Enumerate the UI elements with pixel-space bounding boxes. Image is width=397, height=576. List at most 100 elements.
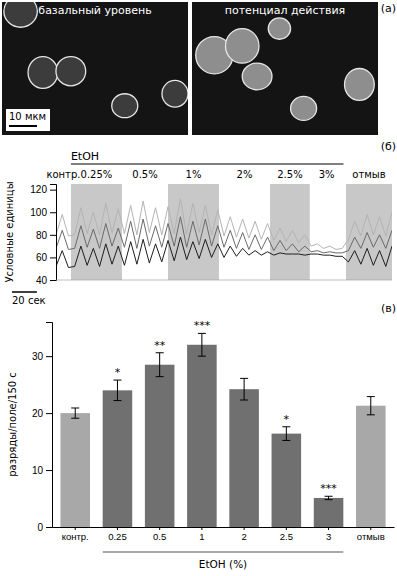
treatment-label: EtOH [71, 150, 99, 163]
segment-label: контр. [46, 169, 80, 180]
y-axis-line [50, 185, 57, 281]
error-cap [240, 378, 248, 379]
cell-outline [28, 57, 58, 89]
error-bar [201, 333, 202, 356]
y-tick-label: 80 [36, 230, 48, 241]
x-tick-mark [370, 527, 371, 530]
y-tick-mark [46, 470, 52, 471]
error-cap [325, 499, 333, 500]
treatment-bracket [103, 551, 344, 552]
bar [314, 498, 344, 527]
image-panel: базальный уровень [2, 0, 188, 135]
y-tick: 30 [32, 351, 52, 362]
segment-shade [270, 184, 310, 280]
x-tick-label: 0.5 [153, 531, 166, 542]
y-tick: 60 [36, 252, 56, 263]
figure: базальный уровень потенциал действия 10 мк… [0, 0, 397, 576]
panel-label: (б) [381, 140, 396, 153]
panel-label: (а) [381, 2, 396, 15]
cell-outline [291, 96, 317, 120]
y-tick-label: 100 [30, 207, 47, 218]
cell-outline [112, 94, 138, 118]
bar [103, 390, 133, 527]
segment-label: 0.25% [81, 169, 113, 180]
error-cap [156, 352, 164, 353]
y-tick-label: 40 [36, 275, 48, 286]
segment-label: 3% [319, 169, 335, 180]
y-tick-label: 30 [32, 351, 44, 362]
x-tick-label: контр. [62, 531, 89, 542]
error-cap [156, 376, 164, 377]
image-panel: потенциал действия [192, 2, 378, 135]
y-tick-mark [50, 280, 56, 281]
error-cap [325, 496, 333, 497]
segment-label: 0.5% [132, 169, 157, 180]
cell-outline [345, 69, 375, 101]
x-tick-mark [244, 527, 245, 530]
y-tick-label: 120 [30, 184, 47, 195]
y-tick-label: 60 [36, 252, 48, 263]
error-bar [328, 496, 329, 499]
significance-mark: *** [194, 319, 211, 332]
error-cap [367, 414, 375, 415]
x-tick-label: 1 [199, 531, 204, 542]
error-bar [370, 397, 371, 415]
segment-shade [56, 184, 71, 280]
cell-outline [268, 18, 290, 39]
x-tick-label: отмыв [357, 531, 385, 542]
x-tick-label: 0.25 [108, 531, 127, 542]
y-tick: 80 [36, 230, 56, 241]
y-tick-mark [46, 356, 52, 357]
image-title: базальный уровень [38, 4, 151, 17]
error-cap [71, 418, 79, 419]
scale-bar-label: 10 мкм [9, 111, 46, 122]
image-background [192, 2, 378, 135]
x-axis-line [56, 280, 392, 281]
x-tick-label: 3 [326, 531, 331, 542]
x-tick-mark [286, 527, 287, 530]
cell-outline [225, 29, 258, 64]
error-cap [198, 333, 206, 334]
segment-shade [71, 184, 122, 280]
y-tick: 10 [32, 465, 52, 476]
bars [60, 333, 385, 527]
cell-outline [242, 63, 272, 90]
significance-mark: * [284, 413, 290, 426]
x-axis-title: EtOH (%) [199, 558, 247, 570]
time-scale-bar [12, 291, 37, 293]
image-title: потенциал действия [225, 4, 345, 17]
error-cap [367, 396, 375, 397]
segment-label: 2% [237, 169, 253, 180]
bar [229, 389, 259, 527]
error-cap [282, 440, 290, 441]
y-tick-label: 0 [37, 522, 43, 533]
scale-bar-background [6, 109, 50, 131]
cell-outline [162, 80, 188, 107]
x-tick: 2.5 [280, 527, 293, 542]
error-bar [117, 380, 118, 401]
error-bar [244, 378, 245, 400]
y-tick: 100 [30, 207, 56, 218]
bar [60, 413, 90, 527]
trace-line [56, 237, 392, 267]
error-cap [113, 400, 121, 401]
x-tick-mark [75, 527, 76, 530]
y-axis-line [46, 323, 53, 528]
x-tick: 1 [199, 527, 204, 542]
y-axis-title: Условные единицы [4, 181, 15, 282]
y-tick-mark [50, 212, 56, 213]
significance-mark: ** [154, 339, 166, 352]
y-tick-mark [50, 257, 56, 258]
y-tick-mark [46, 413, 52, 414]
error-bar [286, 427, 287, 441]
x-tick-mark [159, 527, 160, 530]
segments [56, 184, 392, 280]
error-bar [159, 353, 160, 377]
x-tick: отмыв [357, 527, 385, 542]
y-axis: 40 60 80 100 120 [30, 184, 56, 285]
error-cap [282, 426, 290, 427]
error-cap [240, 400, 248, 401]
x-tick-mark [201, 527, 202, 530]
significance-mark: * [115, 366, 121, 379]
cell-outline [56, 57, 86, 86]
